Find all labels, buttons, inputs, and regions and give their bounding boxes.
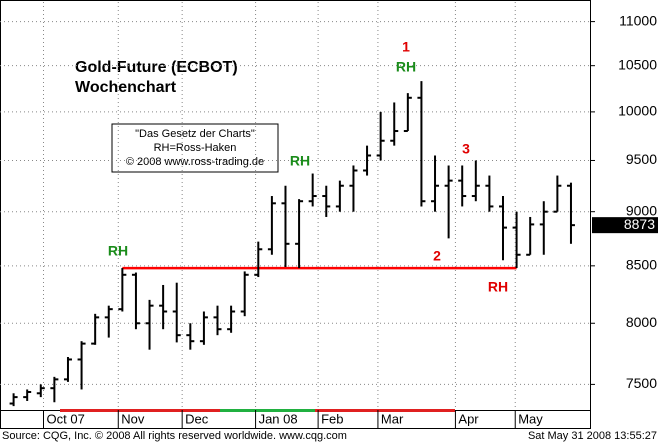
period-strip <box>60 409 220 412</box>
annotation: RH <box>488 279 508 295</box>
last-price: 8873 <box>624 216 655 232</box>
chart-title: Gold-Future (ECBOT) <box>75 59 238 76</box>
x-tick-label: Nov <box>121 411 145 426</box>
info-text: © 2008 www.ross-trading.de <box>126 156 264 168</box>
annotation: RH <box>290 153 310 169</box>
x-tick-label: Apr <box>458 411 479 426</box>
annotation: 2 <box>433 248 441 264</box>
timestamp: Sat May 31 2008 13:55:27 <box>528 430 657 442</box>
chart-subtitle: Wochenchart <box>75 79 177 96</box>
y-tick-label: 8500 <box>626 257 657 273</box>
x-tick-label: Feb <box>321 411 343 426</box>
last-price-box <box>592 217 658 234</box>
x-tick-label: Dec <box>185 411 209 426</box>
info-text: "Das Gesetz der Charts" <box>135 128 255 140</box>
y-tick-label: 10000 <box>618 103 657 119</box>
period-strip <box>220 409 315 412</box>
info-box <box>111 123 279 173</box>
period-strip <box>315 409 455 412</box>
y-tick-label: 7500 <box>626 375 657 391</box>
x-tick-label: Oct 07 <box>47 411 85 426</box>
source: Source: CQG, Inc. © 2008 All rights rese… <box>2 430 347 442</box>
annotation: 3 <box>462 141 470 157</box>
annotation: RH <box>396 59 416 75</box>
y-tick-label: 9500 <box>626 151 657 167</box>
x-tick-label: Jan 08 <box>259 411 298 426</box>
y-tick-label: 9000 <box>626 202 657 218</box>
info-text: RH=Ross-Haken <box>154 142 237 154</box>
annotation: RH <box>108 243 128 259</box>
y-tick-label: 8000 <box>626 314 657 330</box>
y-tick-label: 10500 <box>618 56 657 72</box>
annotation: 1 <box>402 39 410 55</box>
y-tick-label: 11000 <box>619 12 657 28</box>
plot-frame <box>0 0 591 429</box>
x-tick-label: May <box>518 411 543 426</box>
x-tick-label: Mar <box>381 411 404 426</box>
